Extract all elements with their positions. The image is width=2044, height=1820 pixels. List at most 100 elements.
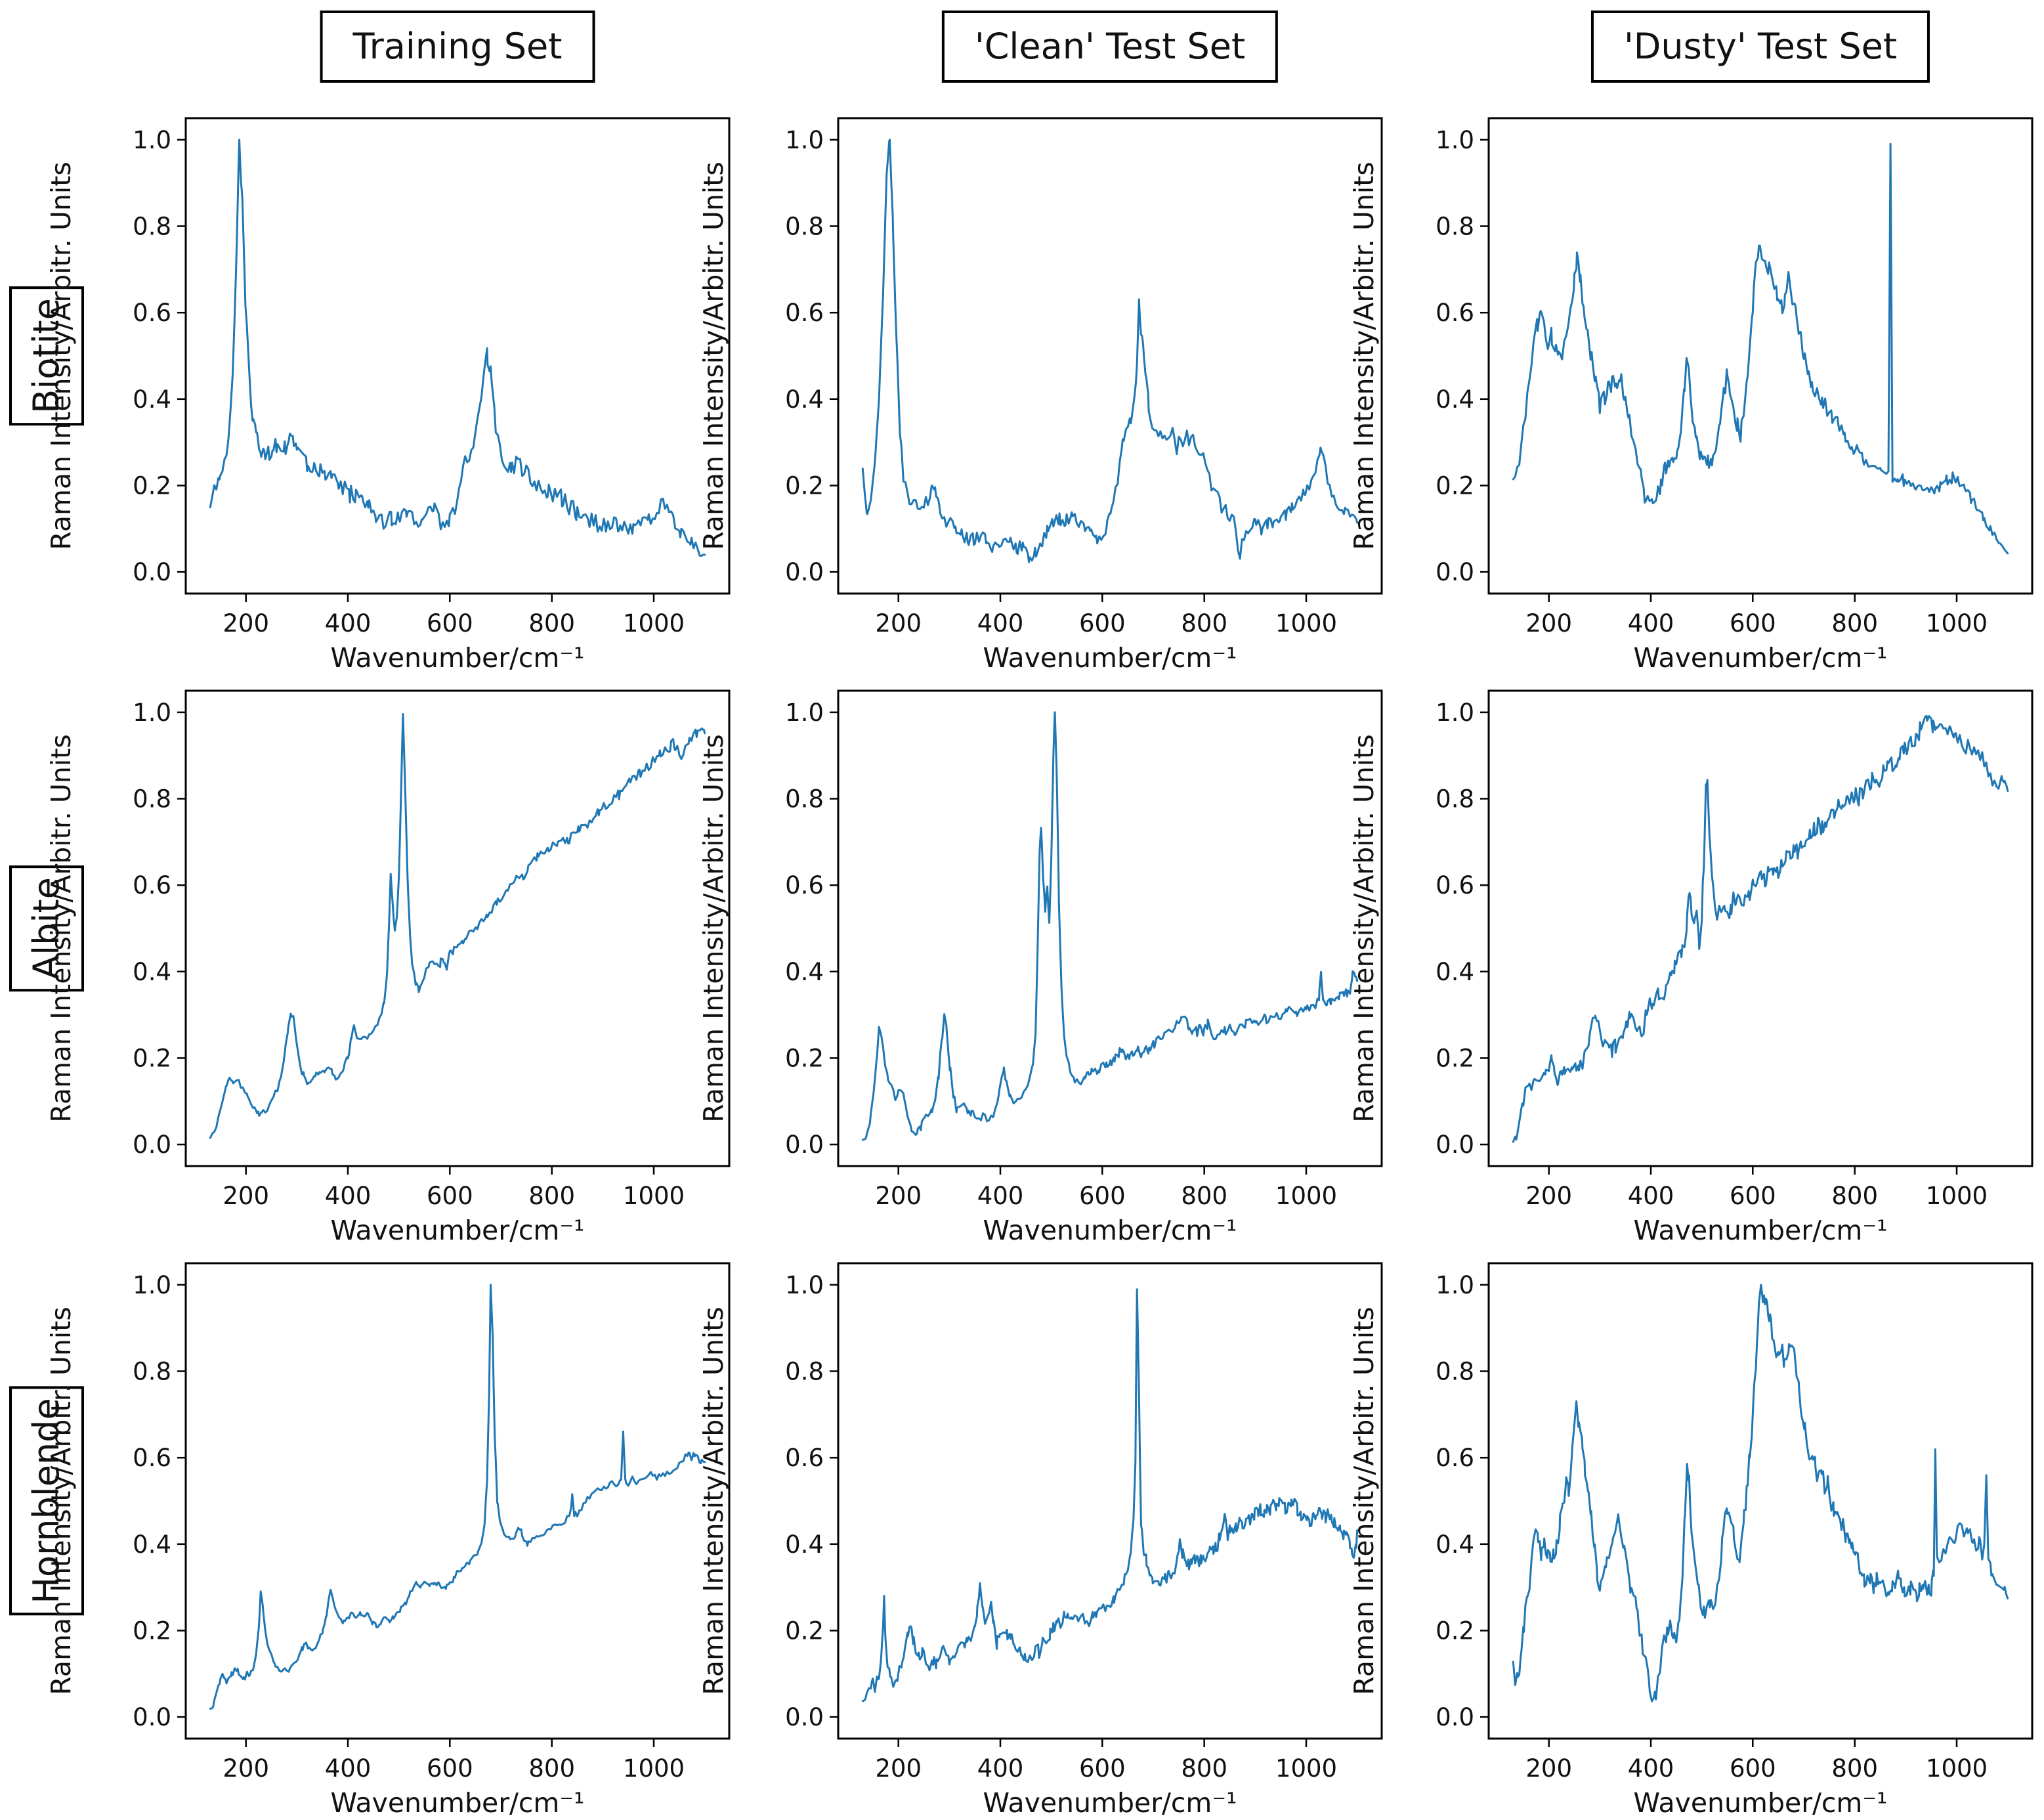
x-tick-label: 400 [977, 1182, 1024, 1210]
x-tick-label: 800 [1831, 609, 1878, 638]
x-tick-label: 800 [528, 1754, 575, 1783]
y-tick-label: 1.0 [133, 126, 171, 154]
y-tick-label: 0.0 [1436, 1131, 1474, 1159]
x-axis-label: Wavenumber/cm⁻¹ [331, 1787, 585, 1817]
subplot-albite-training: 200 400 600 800 1000 0.0 0.2 0.4 0.6 0.8 1.0 Wavenu… [33, 661, 741, 1246]
row-label-albite: Albite [9, 865, 84, 991]
y-axis-label: Raman Intensity/Arbitr. Units [1348, 162, 1380, 550]
subplot-biotite-training: 200 400 600 800 1000 0.0 0.2 0.4 0.6 0.8 1.0 Wavenu… [33, 89, 741, 674]
spectrum-line [209, 139, 706, 557]
x-tick-label: 200 [875, 1182, 922, 1210]
y-tick-label: 0.2 [133, 1617, 171, 1645]
spectrum-line [861, 139, 1359, 563]
x-tick-label: 600 [427, 609, 473, 638]
row-label-biotite: Biotite [9, 286, 84, 425]
spectrum-line [209, 713, 706, 1139]
x-tick-label: 1000 [1275, 609, 1337, 638]
y-tick-label: 0.2 [785, 1617, 824, 1645]
y-tick-label: 0.4 [133, 958, 171, 986]
plot-frame [837, 1262, 1383, 1740]
spectrum-chart: 200 400 600 800 1000 0.0 0.2 0.4 0.6 0.8 1.0 Wavenu… [45, 689, 731, 1246]
x-tick-label: 400 [1628, 1754, 1674, 1783]
y-tick-label: 0.8 [785, 213, 824, 241]
spectrum-chart: 200 400 600 800 1000 0.0 0.2 0.4 0.6 0.8 1.0 Wavenu… [1348, 689, 2033, 1246]
plot-frame [837, 117, 1383, 595]
y-tick-label: 1.0 [133, 699, 171, 727]
y-tick-label: 0.8 [1436, 1358, 1474, 1386]
y-tick-label: 0.4 [133, 1530, 171, 1559]
subplot-biotite-clean: 200 400 600 800 1000 0.0 0.2 0.4 0.6 0.8 1.0 Wavenu… [685, 89, 1394, 674]
subplot-hornblende-clean: 200 400 600 800 1000 0.0 0.2 0.4 0.6 0.8 1.0 Wavenu… [685, 1234, 1394, 1819]
x-tick-label: 600 [1079, 1182, 1126, 1210]
x-tick-label: 800 [528, 609, 575, 638]
y-tick-label: 0.2 [1436, 1045, 1474, 1073]
y-tick-label: 1.0 [133, 1271, 171, 1299]
spectrum-line [1512, 714, 2009, 1143]
y-tick-label: 0.4 [1436, 1530, 1474, 1559]
subplot-albite-clean: 200 400 600 800 1000 0.0 0.2 0.4 0.6 0.8 1.0 Wavenu… [685, 661, 1394, 1246]
spectrum-chart: 200 400 600 800 1000 0.0 0.2 0.4 0.6 0.8 1.0 Wavenu… [1348, 117, 2033, 674]
x-tick-label: 200 [223, 609, 269, 638]
subplot-albite-dusty: 200 400 600 800 1000 0.0 0.2 0.4 0.6 0.8 1.0 Wavenu… [1336, 661, 2044, 1246]
x-tick-label: 400 [1628, 1182, 1674, 1210]
spectrum-chart: 200 400 600 800 1000 0.0 0.2 0.4 0.6 0.8 1.0 Wavenu… [698, 117, 1383, 674]
y-tick-label: 0.0 [133, 1131, 171, 1159]
x-tick-label: 400 [325, 1754, 372, 1783]
y-tick-label: 1.0 [1436, 126, 1474, 154]
x-tick-label: 200 [1525, 1754, 1572, 1783]
y-tick-label: 0.6 [133, 299, 171, 327]
y-tick-label: 0.6 [785, 1444, 824, 1472]
x-tick-label: 200 [223, 1182, 269, 1210]
plot-frame [184, 1262, 731, 1740]
plot-frame [1487, 689, 2033, 1167]
x-axis-label: Wavenumber/cm⁻¹ [983, 1787, 1237, 1817]
plot-frame [184, 689, 731, 1167]
spectrum-chart: 200 400 600 800 1000 0.0 0.2 0.4 0.6 0.8 1.0 Wavenu… [1348, 1262, 2033, 1819]
x-tick-label: 200 [875, 1754, 922, 1783]
y-tick-label: 0.0 [785, 558, 824, 586]
x-axis-label: Wavenumber/cm⁻¹ [983, 1215, 1237, 1245]
y-tick-label: 1.0 [1436, 699, 1474, 727]
y-axis-label: Raman Intensity/Arbitr. Units [698, 162, 729, 550]
y-tick-label: 0.8 [133, 785, 171, 813]
x-axis-label: Wavenumber/cm⁻¹ [1634, 642, 1888, 672]
y-tick-label: 0.6 [1436, 1444, 1474, 1472]
x-tick-label: 600 [1079, 609, 1126, 638]
y-tick-label: 0.0 [1436, 558, 1474, 586]
x-tick-label: 1000 [623, 609, 685, 638]
subplot-hornblende-training: 200 400 600 800 1000 0.0 0.2 0.4 0.6 0.8 1.0 Wavenu… [33, 1234, 741, 1819]
y-tick-label: 0.2 [1436, 472, 1474, 500]
spectrum-line [861, 711, 1359, 1141]
x-tick-label: 600 [427, 1182, 473, 1210]
x-tick-label: 800 [528, 1182, 575, 1210]
y-tick-label: 0.2 [785, 1045, 824, 1073]
x-tick-label: 400 [325, 1182, 372, 1210]
x-tick-label: 600 [1730, 1754, 1776, 1783]
x-tick-label: 1000 [1275, 1754, 1337, 1783]
y-tick-label: 0.4 [785, 1530, 824, 1559]
x-tick-label: 1000 [1926, 1182, 1988, 1210]
y-tick-label: 0.6 [1436, 871, 1474, 899]
y-tick-label: 0.6 [785, 299, 824, 327]
x-tick-label: 600 [1730, 609, 1776, 638]
x-tick-label: 1000 [1926, 1754, 1988, 1783]
plot-frame [1487, 117, 2033, 595]
x-tick-label: 800 [1831, 1754, 1878, 1783]
x-tick-label: 600 [427, 1754, 473, 1783]
x-tick-label: 400 [977, 609, 1024, 638]
x-tick-label: 1000 [1926, 609, 1988, 638]
x-tick-label: 800 [1181, 1182, 1227, 1210]
y-tick-label: 0.6 [785, 871, 824, 899]
y-axis-label: Raman Intensity/Arbitr. Units [45, 162, 77, 550]
y-axis-label: Raman Intensity/Arbitr. Units [1348, 1307, 1380, 1695]
y-tick-label: 0.8 [785, 1358, 824, 1386]
x-tick-label: 200 [875, 609, 922, 638]
y-tick-label: 0.8 [1436, 213, 1474, 241]
y-tick-label: 0.8 [133, 1358, 171, 1386]
spectrum-line [861, 1288, 1359, 1702]
column-title-clean-test-set: 'Clean' Test Set [941, 11, 1279, 83]
row-label-hornblende: Hornblende [9, 1386, 84, 1616]
spectrum-chart: 200 400 600 800 1000 0.0 0.2 0.4 0.6 0.8 1.0 Wavenu… [45, 1262, 731, 1819]
y-tick-label: 0.2 [1436, 1617, 1474, 1645]
x-axis-label: Wavenumber/cm⁻¹ [331, 642, 585, 672]
